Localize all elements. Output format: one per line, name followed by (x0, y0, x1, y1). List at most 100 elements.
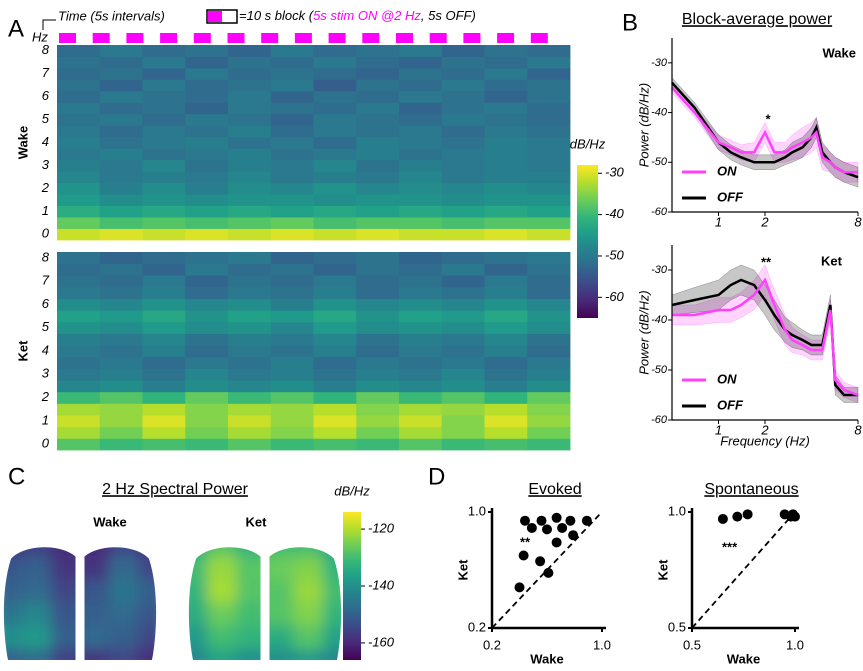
heatmap-cell (527, 334, 570, 346)
stim-block (463, 33, 480, 43)
heatmap-cell (314, 114, 357, 126)
heatmap-cell (399, 322, 442, 334)
map-cell (0, 533, 23, 557)
heatmap-cell (100, 438, 143, 450)
stim-block (126, 33, 143, 43)
heatmap-cell (485, 334, 528, 346)
heatmap-cell (100, 264, 143, 276)
heatmap-cell (314, 357, 357, 369)
heatmap-cell (485, 438, 528, 450)
heatmap-cell (143, 183, 186, 195)
map-cell (294, 579, 324, 603)
heatmap-cell (485, 264, 528, 276)
heatmap-cell (100, 357, 143, 369)
map-cell (22, 533, 52, 557)
heatmap-cell (143, 45, 186, 57)
colorbar-tick-label: -50 (605, 247, 625, 262)
y-tick-label: -50 (651, 364, 668, 376)
heatmap-cell (314, 427, 357, 439)
heatmap-cell (100, 68, 143, 80)
heatmap-cell (485, 206, 528, 218)
y-tick-label: -50 (651, 156, 668, 168)
heatmap-cell (442, 183, 485, 195)
annotation: * (765, 111, 771, 126)
heatmap-cell (442, 171, 485, 183)
heatmap-cell (314, 415, 357, 427)
stim-block (228, 33, 245, 43)
heatmap-cell (143, 287, 186, 299)
heatmap-cell (485, 137, 528, 149)
heatmap-cell (356, 380, 399, 392)
heatmap-cell (527, 392, 570, 404)
heatmap-cell (485, 357, 528, 369)
y-axis-label: Ket (455, 559, 470, 581)
heatmap-cell (185, 392, 228, 404)
heatmap-cell (356, 438, 399, 450)
heatmap-cell (314, 102, 357, 114)
heatmap-cell (314, 45, 357, 57)
heatmap-cell (228, 275, 271, 287)
heatmap-cell (314, 287, 357, 299)
map-cell (138, 556, 168, 580)
heatmap-cell (271, 171, 314, 183)
heatmap-cell (485, 427, 528, 439)
heatmap-cell (485, 299, 528, 311)
point (527, 523, 537, 533)
heatmap-cell (100, 125, 143, 137)
map-cell (294, 626, 324, 650)
heatmap-cell (485, 125, 528, 137)
heatmap-cell (399, 299, 442, 311)
point (565, 516, 575, 526)
y-tick-label: 3 (42, 157, 50, 172)
legend-label: ON (717, 371, 737, 386)
heatmap-cell (100, 114, 143, 126)
heatmap-cell (100, 206, 143, 218)
heatmap-cell (57, 380, 100, 392)
heatmap-cell (442, 299, 485, 311)
heatmap-cell (442, 148, 485, 160)
x-tick-label: 0.5 (683, 637, 701, 652)
panel-row-label: Ket (15, 340, 30, 362)
heatmap-cell (442, 334, 485, 346)
heatmap-cell (185, 438, 228, 450)
heatmap-cell (527, 183, 570, 195)
heatmap-cell (399, 102, 442, 114)
legend-on: 5s stim ON @2 Hz (313, 8, 421, 23)
heatmap-cell (527, 160, 570, 172)
heatmap-cell (442, 368, 485, 380)
heatmap-cell (57, 392, 100, 404)
heatmap-cell (228, 345, 271, 357)
heatmap-cell (57, 334, 100, 346)
heatmap-cell (271, 229, 314, 241)
panel-letter: A (8, 15, 24, 42)
brain-map-cells (0, 533, 168, 671)
heatmap-cell (57, 45, 100, 57)
heatmap-cell (271, 91, 314, 103)
x-tick-label: 2 (760, 214, 769, 229)
map-cell (178, 649, 208, 671)
heatmap-cell (143, 322, 186, 334)
heatmap-cell (485, 114, 528, 126)
heatmap-cell (356, 206, 399, 218)
y-tick-label: -30 (651, 57, 668, 69)
heatmap-cell (399, 357, 442, 369)
heatmap-cell (57, 415, 100, 427)
heatmap-cell (527, 427, 570, 439)
legend-suffix: , 5s OFF) (421, 8, 476, 23)
heatmap-cell (356, 217, 399, 229)
heatmap-cell (100, 102, 143, 114)
heatmap-cell (228, 102, 271, 114)
map-cell (138, 533, 168, 557)
heatmap-cell (527, 102, 570, 114)
heatmap-cell (314, 229, 357, 241)
heatmap-cell (314, 403, 357, 415)
map-cell (80, 626, 110, 650)
heatmap-cell (143, 102, 186, 114)
map-cell (236, 579, 266, 603)
x-axis-label: Wake (530, 651, 563, 666)
stim-block (430, 33, 447, 43)
heatmap-cell (485, 275, 528, 287)
colorbar-tick-label: -160 (368, 634, 395, 649)
map-cell (22, 603, 52, 627)
block-legend-on (208, 11, 222, 22)
